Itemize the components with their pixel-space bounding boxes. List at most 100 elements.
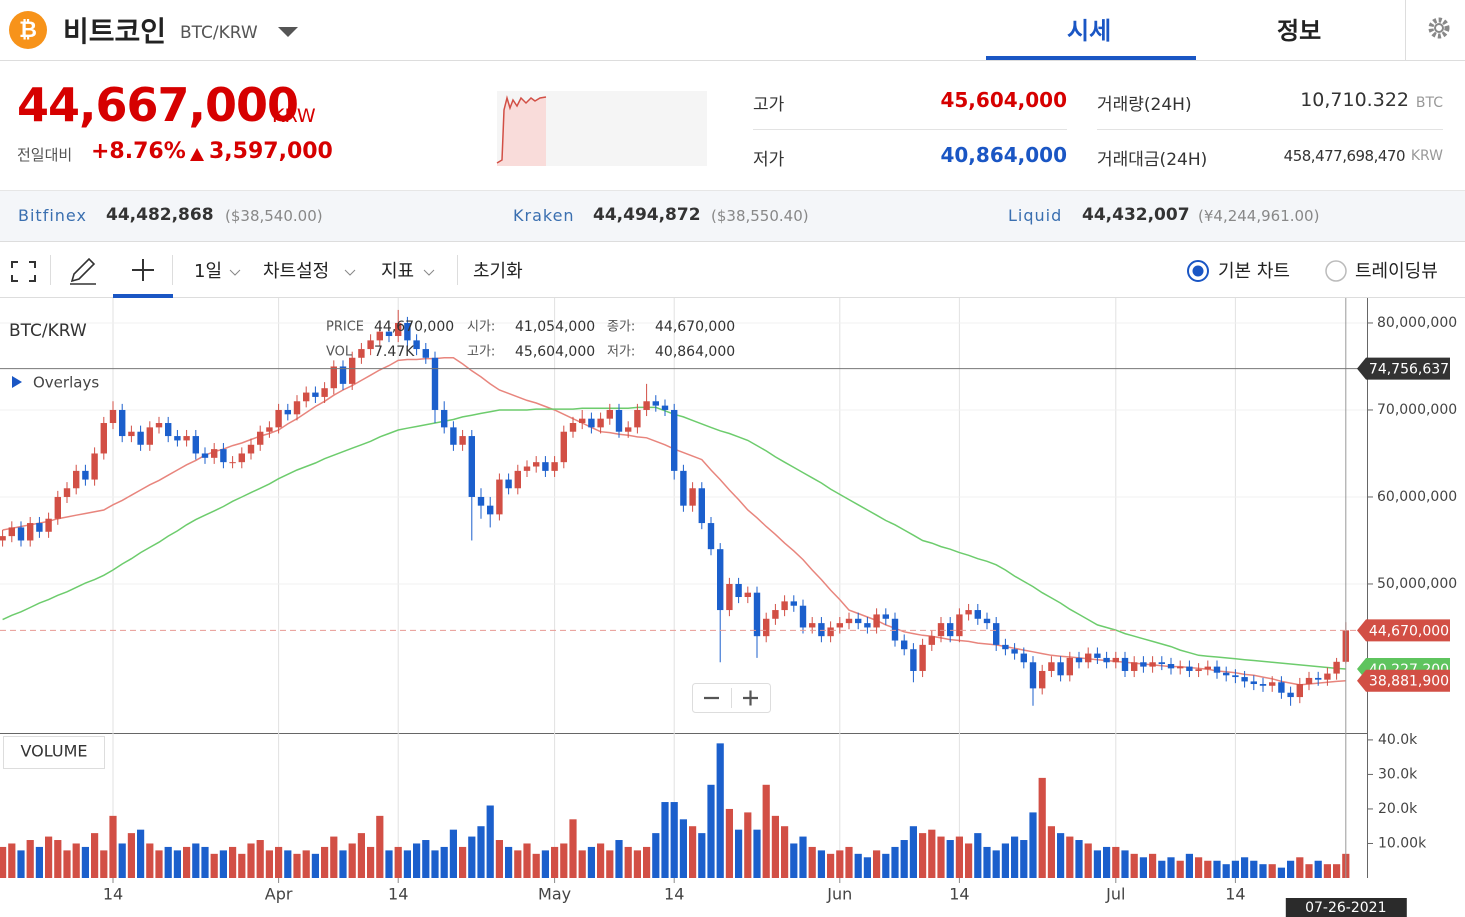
tab[interactable]: 정보 [1277,17,1322,45]
info-value: 45,604,000 [515,344,595,360]
candle-body [73,470,80,489]
candle-body [533,462,540,467]
candle-body [192,436,199,454]
candle-body [763,618,770,637]
stat-value: 45,604,000 [940,88,1067,112]
price-tag-label: 74,756,637 [1369,362,1449,378]
draw-icon[interactable] [70,257,96,285]
candle-body [744,592,751,598]
candle-body [413,340,420,350]
candle-body [1333,661,1340,674]
stat-label: 저가 [753,150,785,170]
price-tag [1357,669,1450,692]
price-tag-label: 38,881,900 [1369,674,1449,690]
volume-bar [707,784,715,878]
volume-bar [1287,860,1295,878]
volume-bar [725,808,733,878]
settings-icon[interactable] [1428,17,1450,39]
info-label: 종가: [607,320,635,335]
candle-body [1186,666,1193,671]
change-label: 전일대비 [17,146,73,164]
volume-bar [1333,864,1341,878]
candle-body [404,322,411,341]
volume-bar [1093,850,1101,878]
candle-body [1241,677,1248,682]
candle-body [726,583,733,611]
chart-settings[interactable]: 차트설정 [263,261,330,282]
price-tag [1357,619,1450,642]
candle-body [1324,673,1331,680]
candle-body [560,431,567,463]
volume-bar [624,846,632,878]
volume-bar [1241,857,1249,878]
candle-body [1029,662,1037,689]
volume-bar [1185,853,1193,878]
chart-title: BTC/KRW [9,321,87,341]
candle-body [993,623,1000,645]
volume-bar [63,850,71,878]
tab[interactable]: 시세 [1067,17,1112,45]
candle-body [1039,670,1046,689]
volume-bar [505,846,513,878]
volume-bar [523,843,531,878]
change-pct: +8.76% [91,139,186,164]
volume-bar [376,815,384,878]
candle-body [349,357,356,384]
candle-body [82,470,89,480]
volume-bar [247,843,255,878]
candle-body [422,349,429,358]
candle-body [137,431,144,445]
chart-option[interactable]: 기본 차트 [1218,261,1290,282]
candle-body [891,618,899,641]
volume-bar [219,850,227,878]
volume-bar [367,846,375,878]
volume-bar [1176,860,1184,878]
candle-body [836,623,843,628]
overlays-arrow[interactable] [12,376,22,388]
candle-body [385,331,393,337]
volume-bar [394,846,402,878]
volume-bar [311,853,319,878]
candle-body [238,453,245,463]
candle-body [569,423,577,432]
candle-body [652,401,659,406]
volume-bar [173,850,181,878]
candle-body [864,623,871,628]
crosshair-icon[interactable] [132,259,154,281]
info-label: VOL [326,345,353,360]
volume-bar [238,853,246,878]
volume-bar [413,843,421,878]
radio-off[interactable] [1325,260,1347,282]
chart-option[interactable]: 트레이딩뷰 [1355,261,1438,282]
fullscreen-icon[interactable] [11,261,36,282]
price: 44,667,000 [17,78,299,132]
y-tick-label: 20.0k [1378,801,1418,817]
zoom-icons[interactable] [704,690,758,706]
candle-body [809,623,816,628]
dropdown-arrow[interactable] [278,27,298,37]
candle-body [1075,657,1083,663]
reset[interactable]: 초기화 [473,261,523,282]
candle-body [201,453,209,458]
volume-bar [1130,853,1138,878]
info-label: 저가: [607,345,635,360]
indicators[interactable]: 지표 [381,261,415,282]
radio-on[interactable] [1187,260,1209,282]
candle-body [339,366,347,384]
volume-bar [146,843,154,878]
volume-bar [992,850,1000,878]
volume-bar [459,846,467,878]
up-triangle [190,148,204,161]
volume-bar [321,846,329,878]
candle-body [855,618,862,624]
period[interactable]: 1일 [194,261,223,282]
candle-body [901,640,908,650]
candle-body [17,527,25,541]
volume-bar [155,850,163,878]
candle-body [983,618,991,624]
candle-body [330,366,337,389]
candle-body [1204,666,1211,670]
volume-bar [0,846,7,878]
x-tick-label: Apr [265,885,293,904]
candle-body [293,401,301,415]
